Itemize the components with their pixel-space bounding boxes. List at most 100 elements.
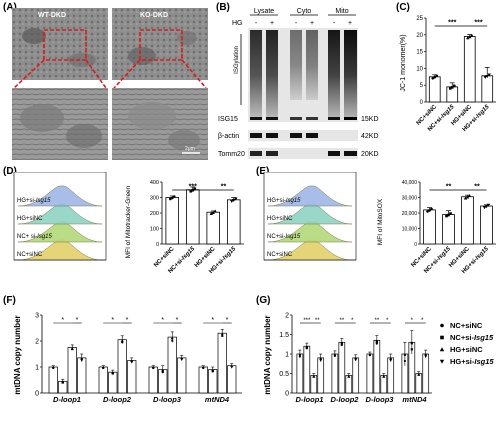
bar — [217, 332, 227, 394]
data-point — [354, 358, 358, 362]
legend-label: HG+si-Isg15 — [450, 357, 494, 366]
y-tick-label: 15 — [416, 50, 423, 56]
data-point — [80, 357, 84, 361]
data-point — [403, 353, 406, 357]
legend-label: HG+siNC — [450, 345, 483, 354]
category-label: mtND4 — [205, 395, 230, 404]
chart-g: 00.511.52D-loop1 D-loop2 D-loop3 mtND4*** **… — [279, 313, 432, 404]
data-point — [220, 332, 224, 336]
histogram-label: NC+ si-Isg15 — [17, 234, 53, 240]
panel-a-label: (A) — [3, 2, 17, 13]
significance-label: * — [226, 317, 229, 324]
zoom-box-wt — [43, 29, 87, 61]
data-point — [468, 35, 472, 39]
y-tick-label: 300 — [150, 196, 159, 202]
histogram-label: HG+si-Isg15 — [17, 198, 51, 204]
panel-d-ylabel: MFI of Mitotracker-Green — [125, 185, 132, 258]
hg-sign-6: + — [348, 20, 352, 27]
y-tick-label: 0.5 — [279, 371, 289, 378]
histogram-label: NC+siNC — [267, 252, 293, 258]
significance-label: ** — [474, 184, 480, 191]
histogram-label: NC+siNC — [17, 252, 43, 258]
chart-e: 010,00020,00030,00040,000NC+siNCNC+si-Is… — [402, 180, 496, 275]
kd-42: 42KD — [361, 133, 379, 140]
histogram-e: NC+siNC NC+si-Isg15 HG+siNC HG+si-Isg15 — [263, 172, 357, 261]
data-point — [431, 77, 435, 80]
histogram-curve — [17, 185, 103, 207]
category-label: D-loop1 — [53, 395, 81, 404]
data-point — [375, 342, 378, 345]
data-point — [340, 342, 343, 345]
bar — [177, 357, 187, 394]
chart-c: 0510152025NC+siNCNC+si-Isg15HG+siNCHG+si… — [416, 16, 496, 133]
data-point — [170, 336, 174, 340]
data-point — [483, 75, 487, 79]
histogram-label: HG+siNC — [17, 216, 43, 222]
kd-20: 20KD — [361, 151, 379, 158]
significance-label: ** — [374, 318, 379, 324]
bar — [422, 353, 430, 394]
significance-label: * — [76, 317, 79, 324]
data-point — [70, 347, 74, 351]
isgylation-label: ISGylation — [234, 46, 240, 74]
data-point — [202, 366, 205, 369]
data-point — [232, 199, 236, 203]
panel-g-ylabel: mtDNA copy number — [263, 315, 272, 394]
data-point — [180, 358, 184, 361]
data-point — [319, 359, 323, 362]
histogram-label: HG+siNC — [267, 216, 293, 222]
panel-g-figure: mtDNA copy number 0 0.5 1 1.5 2 D-loop1 D-loop… — [263, 313, 494, 405]
data-point — [230, 365, 234, 369]
data-point — [168, 197, 172, 201]
data-point — [220, 334, 224, 337]
hg-label: HG — [232, 20, 243, 27]
data-point — [61, 381, 64, 384]
data-point — [230, 200, 234, 204]
significance-label: * — [61, 317, 64, 324]
bar — [303, 345, 311, 394]
hg-sign-4: + — [310, 20, 314, 27]
data-point — [482, 206, 487, 210]
scale-text: 2μm — [185, 146, 195, 152]
data-point — [463, 196, 468, 200]
bar — [117, 339, 127, 394]
bar — [165, 197, 180, 245]
data-point — [465, 195, 470, 199]
panel-f-ylabel: mtDNA copy number — [13, 315, 22, 394]
bar — [208, 369, 218, 394]
significance-label: * — [421, 318, 424, 324]
y-tick-label: 3 — [35, 313, 39, 320]
y-tick-label: 30,000 — [402, 196, 418, 202]
data-point — [312, 375, 316, 378]
y-tick-label: 20,000 — [402, 211, 418, 217]
panel-c-label: (C) — [396, 2, 410, 13]
row-label-tomm20: Tomm20 — [218, 151, 245, 158]
y-tick-label: 25 — [416, 16, 423, 22]
bar — [227, 365, 237, 394]
bar — [423, 209, 436, 245]
data-point — [170, 196, 174, 200]
panel-g-label: (G) — [256, 295, 271, 306]
data-point — [120, 339, 124, 342]
bar — [481, 75, 494, 103]
data-point — [424, 353, 428, 357]
data-point — [189, 189, 193, 193]
y-tick-label: 0 — [414, 242, 417, 248]
data-point — [433, 76, 437, 79]
y-tick-label: 400 — [150, 180, 159, 186]
data-point — [305, 346, 308, 350]
hg-sign-3: - — [295, 20, 298, 27]
bar — [226, 199, 241, 245]
data-point — [172, 195, 176, 198]
bar — [167, 336, 177, 394]
data-point — [452, 84, 456, 88]
panel-c-figure: JC-1 monomer(%) 0510152025NC+siNCNC+si-I… — [400, 16, 496, 133]
panel-b-label: (B) — [216, 2, 230, 13]
data-point — [389, 359, 393, 362]
significance-label: ** — [339, 318, 344, 324]
histogram-label: NC+si-Isg15 — [267, 234, 301, 240]
y-tick-label: 0 — [420, 100, 424, 106]
bar — [310, 375, 318, 394]
panel-e-label: (E) — [256, 166, 270, 177]
bar — [366, 353, 374, 394]
